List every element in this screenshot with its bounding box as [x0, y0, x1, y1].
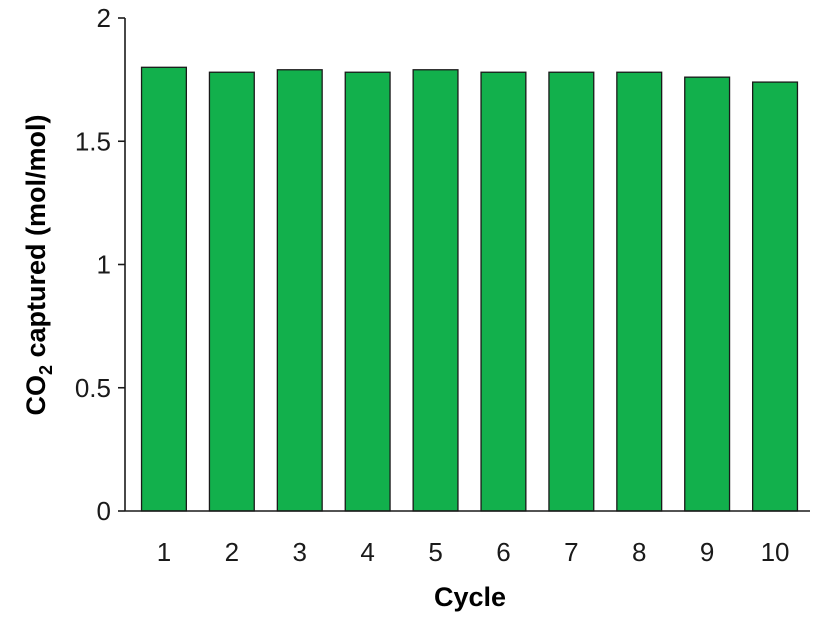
bar-cycle-10 — [751, 81, 799, 512]
x-tick-label: 7 — [564, 537, 578, 567]
y-tick-label: 0 — [97, 496, 111, 526]
y-ticks-group: 0 0.5 1 1.5 2 — [75, 3, 125, 526]
x-ticks-group: 1 2 3 4 5 6 7 8 9 10 — [157, 537, 790, 567]
y-tick-label: 1.5 — [75, 126, 111, 156]
bar-cycle-9 — [684, 76, 731, 512]
x-tick-label: 6 — [496, 537, 510, 567]
x-tick-label: 5 — [428, 537, 442, 567]
y-axis-title: CO2 captured (mol/mol) — [21, 114, 56, 415]
bar-cycle-4 — [344, 71, 391, 512]
bar-cycle-6 — [480, 71, 527, 512]
bar-cycle-8 — [616, 71, 663, 512]
x-tick-label: 1 — [157, 537, 171, 567]
y-axis-title-main: CO — [21, 375, 51, 416]
y-axis-title-subscript: 2 — [36, 365, 56, 375]
x-tick-label: 8 — [632, 537, 646, 567]
x-tick-label: 9 — [700, 537, 714, 567]
bars-group — [140, 66, 799, 512]
bar-cycle-1 — [140, 66, 188, 512]
y-tick-label: 2 — [97, 3, 111, 33]
bar-cycle-2 — [208, 71, 255, 512]
x-tick-label: 10 — [761, 537, 790, 567]
bar-cycle-3 — [276, 69, 323, 512]
y-tick-label: 0.5 — [75, 373, 111, 403]
x-axis-title: Cycle — [434, 582, 506, 612]
y-tick-label: 1 — [97, 250, 111, 280]
x-tick-label: 2 — [225, 537, 239, 567]
y-axis-title-rest: captured (mol/mol) — [21, 114, 51, 365]
bar-cycle-7 — [548, 71, 595, 512]
x-tick-label: 3 — [293, 537, 307, 567]
x-tick-label: 4 — [360, 537, 374, 567]
bar-cycle-5 — [412, 69, 459, 512]
